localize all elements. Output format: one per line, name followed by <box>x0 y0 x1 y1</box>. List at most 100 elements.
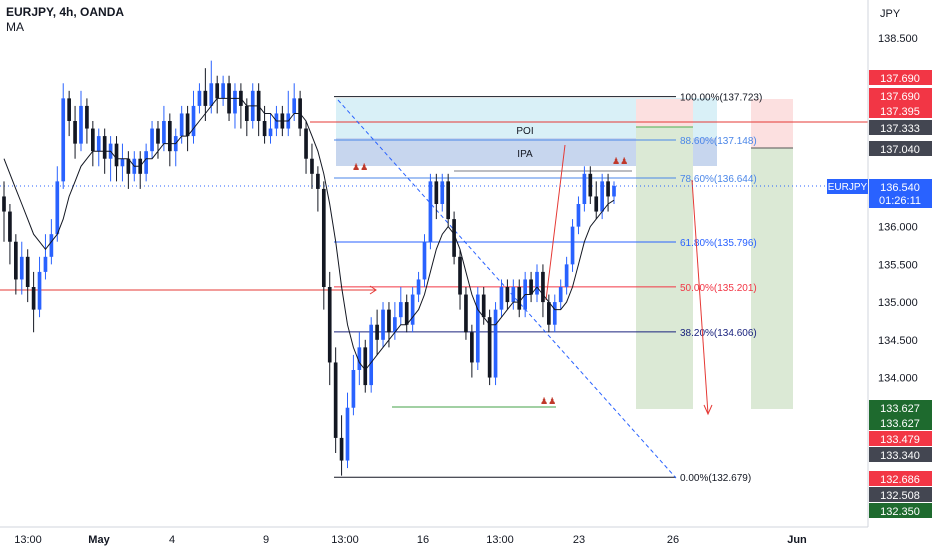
candle-body[interactable] <box>541 271 545 303</box>
candle-body[interactable] <box>14 241 18 280</box>
candle-body[interactable] <box>505 287 510 303</box>
candle-body[interactable] <box>8 211 12 242</box>
candle-body[interactable] <box>244 105 249 121</box>
candle-body[interactable] <box>440 181 445 204</box>
candle-body[interactable] <box>387 309 391 333</box>
candle-body[interactable] <box>422 241 427 280</box>
candle-body[interactable] <box>582 173 587 204</box>
candle-body[interactable] <box>49 234 54 257</box>
projection-line-1[interactable] <box>545 144 566 301</box>
candle-body[interactable] <box>233 90 237 114</box>
candle-body[interactable] <box>588 173 593 197</box>
candle-body[interactable] <box>410 294 415 325</box>
candle-body[interactable] <box>458 256 462 295</box>
candle-body[interactable] <box>268 128 273 137</box>
candle-body[interactable] <box>67 98 71 121</box>
candle-body[interactable] <box>221 83 225 99</box>
candle-body[interactable] <box>511 287 516 303</box>
candle-body[interactable] <box>73 121 77 144</box>
candle-body[interactable] <box>470 332 474 363</box>
symbol-title[interactable]: EURJPY, 4h, OANDA <box>6 5 125 19</box>
candle-body[interactable] <box>120 158 125 167</box>
candle-body[interactable] <box>600 181 604 212</box>
candle-body[interactable] <box>535 271 539 295</box>
candle-body[interactable] <box>369 324 374 386</box>
candle-body[interactable] <box>381 309 385 340</box>
candle-body[interactable] <box>79 105 83 144</box>
candle-body[interactable] <box>215 83 220 99</box>
fibonacci-retracement[interactable]: 100.00%(137.723) 88.60%(137.148) 78.60%(13… <box>334 93 762 485</box>
projection-line-2[interactable] <box>691 179 709 415</box>
candle-body[interactable] <box>316 173 320 189</box>
candle-body[interactable] <box>327 287 332 363</box>
candle-body[interactable] <box>55 181 60 235</box>
candle-body[interactable] <box>434 181 439 204</box>
candle-body[interactable] <box>464 294 468 333</box>
candle-body[interactable] <box>547 302 551 325</box>
candle-body[interactable] <box>102 136 107 159</box>
candle-body[interactable] <box>564 264 569 287</box>
short-position-2-target[interactable] <box>751 148 793 409</box>
candle-body[interactable] <box>499 287 504 310</box>
candle-body[interactable] <box>304 128 308 159</box>
candle-body[interactable] <box>333 362 338 438</box>
candle-body[interactable] <box>114 143 119 167</box>
candle-body[interactable] <box>570 226 575 265</box>
candle-body[interactable] <box>517 287 522 310</box>
candle-body[interactable] <box>292 98 297 114</box>
candle-body[interactable] <box>262 121 267 137</box>
candle-body[interactable] <box>552 302 557 325</box>
candle-body[interactable] <box>209 83 214 106</box>
candle-body[interactable] <box>203 90 208 106</box>
candle-body[interactable] <box>606 181 610 197</box>
short-position-1-target[interactable] <box>636 127 693 409</box>
candle-body[interactable] <box>126 158 131 174</box>
candle-body[interactable] <box>339 437 344 461</box>
candle-body[interactable] <box>197 90 202 106</box>
time-axis[interactable] <box>0 527 932 550</box>
candle-body[interactable] <box>43 256 48 272</box>
short-position-2-stop[interactable] <box>751 99 793 148</box>
drawing-zones[interactable]: POI IPA <box>336 98 793 409</box>
candle-body[interactable] <box>179 113 184 137</box>
candle-body[interactable] <box>398 302 403 318</box>
candle-body[interactable] <box>594 196 599 212</box>
candle-body[interactable] <box>446 181 451 220</box>
candle-body[interactable] <box>351 370 356 408</box>
candle-body[interactable] <box>487 317 492 378</box>
candle-body[interactable] <box>393 317 397 333</box>
candle-body[interactable] <box>162 121 166 144</box>
candle-body[interactable] <box>481 294 486 318</box>
candle-body[interactable] <box>85 105 89 129</box>
candle-body[interactable] <box>558 287 563 303</box>
candle-body[interactable] <box>576 204 581 227</box>
candle-body[interactable] <box>493 309 498 378</box>
candle-body[interactable] <box>612 185 616 197</box>
candle-body[interactable] <box>19 256 24 280</box>
candle-body[interactable] <box>61 98 66 182</box>
candle-body[interactable] <box>310 158 314 174</box>
candle-body[interactable] <box>357 347 362 370</box>
candle-body[interactable] <box>96 136 101 152</box>
candle-body[interactable] <box>25 256 30 287</box>
candle-body[interactable] <box>167 121 172 152</box>
candle-body[interactable] <box>150 128 154 152</box>
candle-body[interactable] <box>428 181 433 242</box>
candle-body[interactable] <box>2 196 6 212</box>
candle-body[interactable] <box>345 407 350 461</box>
candle-body[interactable] <box>404 302 409 325</box>
candle-body[interactable] <box>375 324 379 340</box>
candle-body[interactable] <box>90 128 95 152</box>
candle-body[interactable] <box>363 347 368 386</box>
candle-body[interactable] <box>416 279 421 295</box>
indicator-legend[interactable]: MA <box>6 20 24 34</box>
candle-body[interactable] <box>31 287 36 310</box>
candle-body[interactable] <box>37 271 42 310</box>
candle-body[interactable] <box>185 113 190 137</box>
candle-body[interactable] <box>529 279 533 295</box>
candle-body[interactable] <box>144 151 148 174</box>
candle-body[interactable] <box>452 219 456 257</box>
candle-body[interactable] <box>321 188 326 287</box>
candle-body[interactable] <box>475 294 480 363</box>
candle-body[interactable] <box>156 128 160 144</box>
